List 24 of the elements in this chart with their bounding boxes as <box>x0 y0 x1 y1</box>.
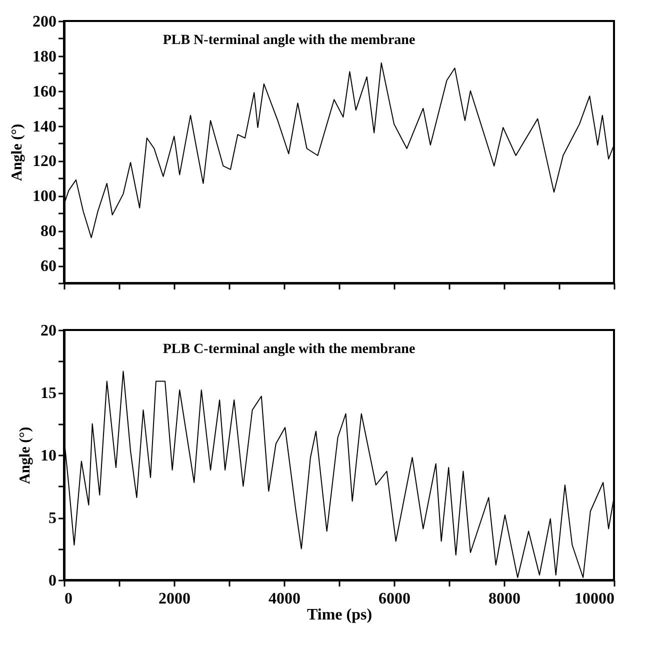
y-tick-label: 140 <box>32 118 56 136</box>
x-tick-label: 6000 <box>378 590 410 608</box>
annotation: PLB C-terminal angle with the membrane <box>162 342 416 357</box>
y-tick-label: 80 <box>40 223 56 240</box>
x-axis-title: Time (ps) <box>306 606 372 624</box>
x-tick-label: 4000 <box>268 590 300 608</box>
annotation: PLB N-terminal angle with the membrane <box>162 33 416 48</box>
y-axis-title: Angle (°) <box>18 426 34 484</box>
y-axis-title: Angle (°) <box>10 124 26 182</box>
y-tick-label: 100 <box>32 188 56 206</box>
y-tick-label: 180 <box>32 48 56 66</box>
y-tick-label: 0 <box>48 572 56 590</box>
x-tick-label: 0 <box>64 590 72 608</box>
x-tick-label: 8000 <box>488 590 520 608</box>
y-tick-label: 15 <box>40 385 56 402</box>
y-tick-label: 20 <box>40 322 56 340</box>
y-tick-label: 5 <box>48 510 56 527</box>
y-tick-label: 60 <box>40 258 56 276</box>
x-tick-label: 10000 <box>574 590 614 608</box>
x-tick-label: 2000 <box>158 590 190 608</box>
y-tick-label: 160 <box>32 83 56 100</box>
y-tick-label: 200 <box>32 14 56 30</box>
y-tick-label: 120 <box>32 153 56 170</box>
y-tick-label: 10 <box>40 448 56 464</box>
